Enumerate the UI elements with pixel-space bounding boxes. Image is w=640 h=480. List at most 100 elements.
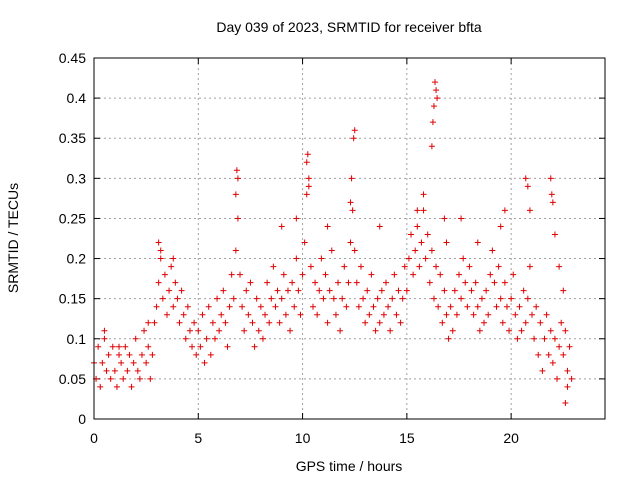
data-point: [126, 351, 133, 358]
data-point: [186, 327, 193, 334]
data-point: [556, 343, 563, 350]
data-point: [522, 175, 529, 182]
data-point: [322, 271, 329, 278]
data-point: [433, 87, 440, 94]
data-point: [107, 375, 114, 382]
data-point: [216, 327, 223, 334]
data-point: [351, 127, 358, 134]
data-point: [437, 271, 444, 278]
data-point: [514, 335, 521, 342]
data-point: [428, 143, 435, 150]
data-point: [111, 367, 118, 374]
data-point: [307, 263, 314, 270]
data-point: [239, 303, 246, 310]
data-point: [270, 263, 277, 270]
data-point: [468, 287, 475, 294]
data-point: [97, 383, 104, 390]
data-point: [350, 135, 357, 142]
data-point: [205, 303, 212, 310]
data-point: [257, 303, 264, 310]
data-point: [312, 279, 319, 286]
data-point: [128, 383, 135, 390]
data-point: [428, 247, 435, 254]
y-tick-label: 0.3: [67, 170, 87, 186]
data-point: [232, 247, 239, 254]
data-point: [470, 311, 477, 318]
data-point: [408, 231, 415, 238]
y-tick-label: 0.25: [59, 210, 86, 226]
data-point: [548, 191, 555, 198]
data-point: [478, 295, 485, 302]
data-point: [237, 271, 243, 278]
data-point: [348, 175, 355, 182]
data-point: [401, 263, 408, 270]
data-point: [556, 263, 563, 270]
data-point: [495, 263, 502, 270]
data-point: [170, 255, 177, 262]
data-point: [414, 223, 421, 230]
data-point: [370, 303, 377, 310]
data-point: [274, 287, 281, 294]
data-point: [549, 199, 556, 206]
data-point: [510, 271, 517, 278]
data-point: [289, 279, 296, 286]
data-point: [95, 343, 102, 350]
data-point: [209, 319, 216, 326]
data-point: [508, 295, 515, 302]
data-point: [310, 303, 316, 310]
data-point: [347, 239, 354, 246]
data-point: [211, 335, 218, 342]
data-point: [458, 215, 465, 222]
data-point: [120, 375, 127, 382]
y-tick-label: 0: [78, 411, 86, 427]
data-point: [526, 207, 533, 214]
data-point: [272, 303, 279, 310]
data-point: [518, 327, 525, 334]
data-point: [380, 311, 387, 318]
data-point: [218, 311, 225, 318]
data-point: [345, 279, 352, 286]
x-tick-label: 10: [295, 430, 311, 446]
data-point: [464, 303, 471, 310]
data-point: [435, 303, 442, 310]
y-tick-label: 0.35: [59, 130, 86, 146]
data-point: [304, 151, 311, 158]
data-point: [560, 351, 567, 358]
data-point: [476, 327, 483, 334]
data-point: [132, 335, 139, 342]
data-point: [147, 375, 154, 382]
data-point: [157, 255, 164, 262]
data-point: [284, 287, 291, 294]
data-point: [116, 343, 123, 350]
data-point: [351, 247, 358, 254]
data-point: [524, 183, 531, 190]
data-point: [564, 367, 571, 374]
data-point: [374, 295, 381, 302]
data-point: [314, 311, 321, 318]
data-point: [278, 295, 285, 302]
data-point: [149, 351, 156, 358]
data-point: [439, 319, 446, 326]
data-point: [155, 279, 162, 286]
data-point: [376, 319, 383, 326]
data-point: [172, 279, 179, 286]
data-point: [516, 303, 523, 310]
data-point: [113, 383, 120, 390]
data-point: [378, 287, 385, 294]
data-point: [543, 311, 550, 318]
data-point: [503, 303, 510, 310]
data-point: [328, 247, 335, 254]
data-point: [278, 223, 285, 230]
data-point: [499, 319, 506, 326]
data-point: [545, 351, 552, 358]
data-point: [295, 287, 302, 294]
data-point: [118, 359, 125, 366]
data-point: [562, 327, 569, 334]
data-point: [368, 271, 375, 278]
data-point: [432, 79, 439, 86]
data-point: [241, 327, 248, 334]
data-point: [443, 311, 450, 318]
data-point: [360, 295, 367, 302]
data-point: [397, 319, 404, 326]
y-tick-label: 0.2: [67, 251, 87, 267]
